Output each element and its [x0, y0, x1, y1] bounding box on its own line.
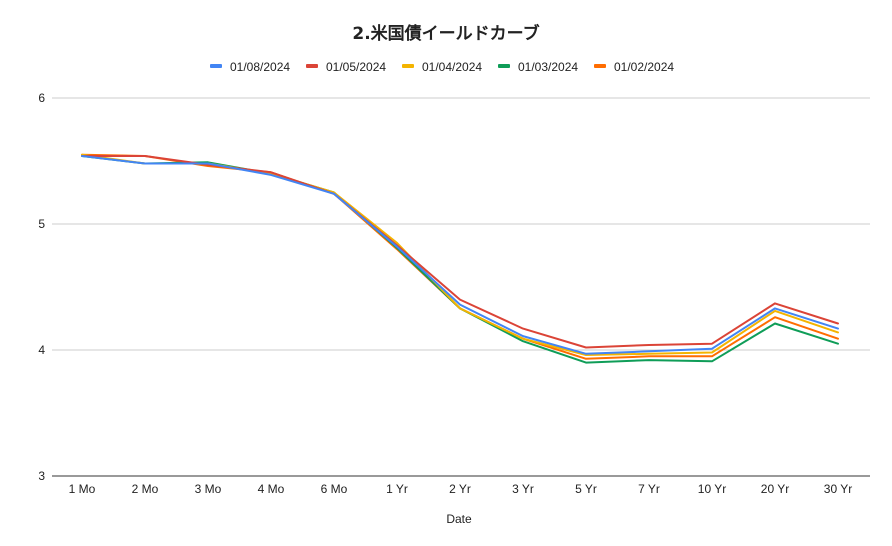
legend-label: 01/05/2024 — [326, 60, 386, 74]
series-line — [81, 155, 839, 364]
x-tick-label: 5 Yr — [575, 482, 597, 496]
x-tick-label: 3 Yr — [512, 482, 534, 496]
legend-swatch — [402, 64, 414, 68]
x-tick-label: 7 Yr — [638, 482, 660, 496]
legend-item[interactable]: 01/03/2024 — [498, 60, 578, 74]
x-tick-label: 6 Mo — [321, 482, 348, 496]
y-tick-label: 6 — [38, 91, 45, 105]
series-line — [81, 153, 839, 356]
series-line — [81, 155, 839, 355]
x-tick-label: 30 Yr — [824, 482, 852, 496]
x-tick-label: 2 Mo — [132, 482, 159, 496]
y-tick-label: 3 — [38, 469, 45, 483]
legend-label: 01/04/2024 — [422, 60, 482, 74]
x-axis: 1 Mo 2 Mo 3 Mo 4 Mo 6 Mo 1 Yr 2 Yr 3 Yr 5 Yr 7 Yr… — [69, 482, 853, 496]
series-line — [81, 155, 839, 349]
x-tick-label: 3 Mo — [195, 482, 222, 496]
legend: 01/08/2024 01/05/2024 01/04/2024 01/03/2024… — [210, 60, 674, 74]
y-tick-label: 5 — [38, 217, 45, 231]
x-tick-label: 2 Yr — [449, 482, 471, 496]
legend-label: 01/03/2024 — [518, 60, 578, 74]
legend-item[interactable]: 01/05/2024 — [306, 60, 386, 74]
x-tick-label: 20 Yr — [761, 482, 789, 496]
legend-item[interactable]: 01/04/2024 — [402, 60, 482, 74]
x-axis-label: Date — [446, 512, 472, 526]
x-tick-label: 4 Mo — [258, 482, 285, 496]
y-tick-label: 4 — [38, 343, 45, 357]
x-tick-label: 1 Yr — [386, 482, 408, 496]
legend-item[interactable]: 01/02/2024 — [594, 60, 674, 74]
series-lines — [81, 153, 839, 364]
legend-item[interactable]: 01/08/2024 — [210, 60, 290, 74]
legend-swatch — [594, 64, 606, 68]
legend-label: 01/08/2024 — [230, 60, 290, 74]
chart-title: 2.米国債イールドカーブ — [352, 23, 539, 44]
y-axis: 3 4 5 6 — [38, 91, 45, 483]
x-tick-label: 10 Yr — [698, 482, 726, 496]
legend-swatch — [498, 64, 510, 68]
series-line — [81, 153, 839, 360]
legend-label: 01/02/2024 — [614, 60, 674, 74]
legend-swatch — [210, 64, 222, 68]
gridlines — [52, 97, 870, 477]
x-tick-label: 1 Mo — [69, 482, 96, 496]
legend-swatch — [306, 64, 318, 68]
